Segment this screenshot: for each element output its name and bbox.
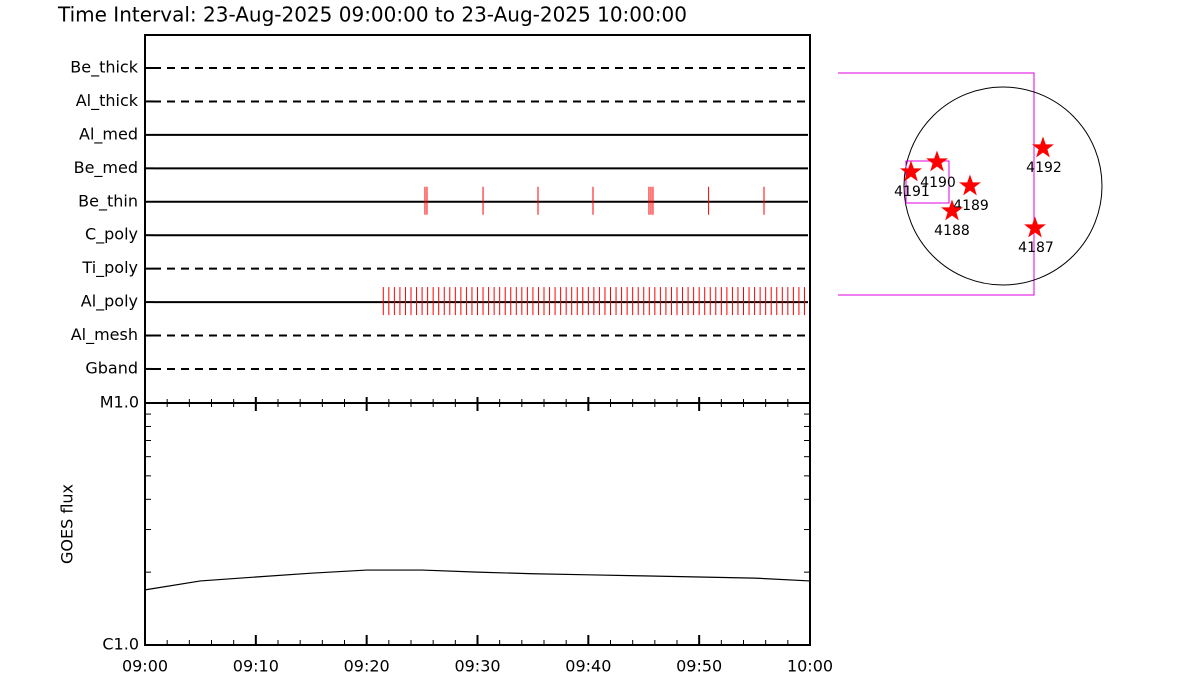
region-star [1024, 216, 1046, 238]
region-star [941, 199, 963, 221]
filter-label: Be_thick [70, 58, 138, 78]
x-tick-label: 09:30 [454, 657, 500, 676]
title: Time Interval: 23-Aug-2025 09:00:00 to 2… [57, 3, 687, 27]
region-label: 4187 [1018, 240, 1054, 256]
filter-label: Ti_poly [81, 258, 138, 278]
region-label: 4189 [953, 198, 989, 214]
filter-label: Al_poly [81, 292, 138, 312]
panel-frame [144, 34, 811, 404]
filter-label: Be_med [74, 158, 138, 178]
filter-label: Gband [85, 358, 138, 377]
filter-label: C_poly [85, 225, 138, 245]
x-tick-label: 09:20 [344, 657, 390, 676]
goes-curve [144, 569, 811, 591]
y-tick-label: M1.0 [100, 393, 139, 412]
region-star [900, 160, 922, 182]
region-label: 4192 [1026, 160, 1062, 176]
filter-label: Al_med [79, 124, 138, 144]
filter-label: Al_mesh [71, 325, 138, 345]
panel-frame [144, 402, 811, 646]
solar-disk [903, 86, 1103, 286]
region-star [959, 174, 981, 196]
filter-label: Be_thin [78, 191, 138, 211]
x-tick-label: 09:40 [565, 657, 611, 676]
y-tick-label: C1.0 [102, 635, 139, 654]
y-axis-label: GOES flux [58, 484, 77, 564]
x-tick-label: 09:10 [233, 657, 279, 676]
x-tick-label: 09:00 [122, 657, 168, 676]
fov-frame [838, 72, 1035, 296]
filter-label: Al_thick [76, 91, 139, 111]
region-label: 4188 [934, 223, 970, 239]
sun-map [838, 72, 1103, 296]
region-star [1032, 136, 1054, 158]
region-label: 4190 [920, 175, 956, 191]
x-tick-label: 09:50 [676, 657, 722, 676]
x-tick-label: 10:00 [787, 657, 833, 676]
region-label: 4191 [894, 184, 930, 200]
region-star [926, 150, 948, 172]
fov-box [905, 160, 950, 204]
